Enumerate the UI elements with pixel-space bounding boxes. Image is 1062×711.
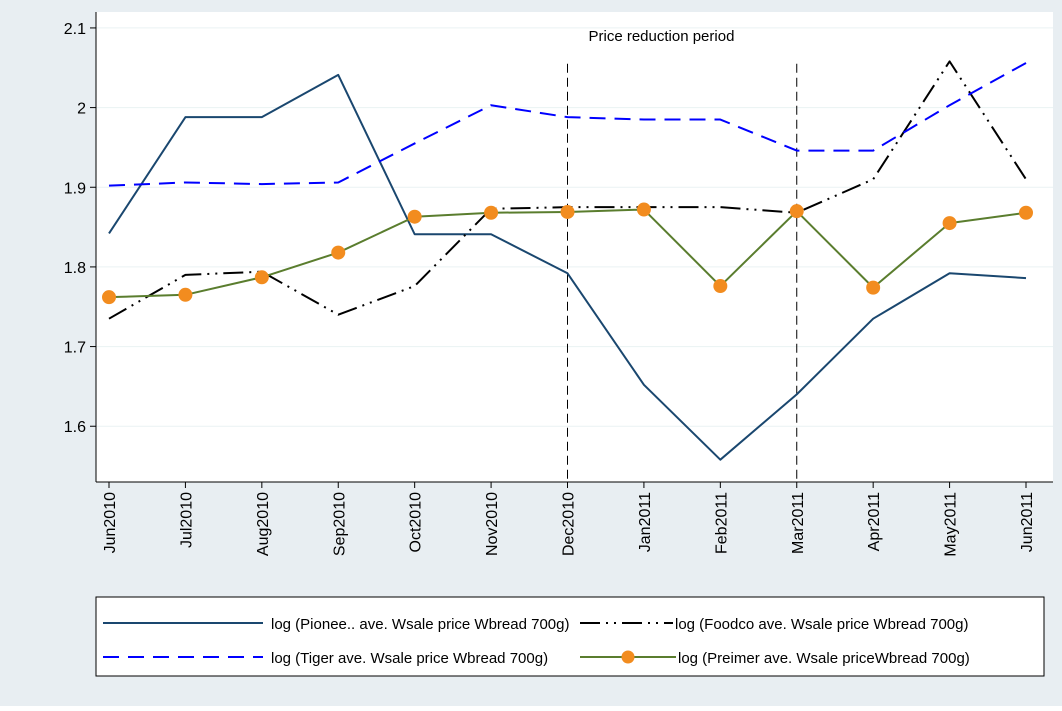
legend: log (Pionee.. ave. Wsale price Wbread 70… (95, 596, 1045, 677)
legend-marker (621, 650, 635, 664)
annotation-label: Price reduction period (589, 28, 735, 45)
data-point (866, 280, 881, 295)
series-markers (102, 202, 1033, 305)
legend-label: log (Pionee.. ave. Wsale price Wbread 70… (271, 616, 569, 633)
series-line-0 (108, 73, 1027, 461)
data-point (636, 202, 651, 217)
x-tick-label: Nov2010 (484, 492, 501, 556)
y-tick-label: 1.9 (64, 180, 86, 197)
data-point (1019, 205, 1033, 220)
legend-label: log (Tiger ave. Wsale price Wbread 700g) (271, 650, 548, 667)
x-tick-label: May2011 (943, 492, 960, 557)
legend-label: log (Preimer ave. Wsale priceWbread 700g… (678, 650, 970, 667)
series-line-2 (108, 62, 1027, 187)
data-point (254, 270, 269, 285)
y-tick-label: 1.7 (64, 340, 86, 357)
x-tick-label: Oct2010 (408, 492, 425, 553)
x-tick-label: Feb2011 (713, 492, 730, 554)
x-tick-label: Jan2011 (637, 492, 654, 552)
data-point (407, 209, 422, 224)
x-tick-label: Dec2010 (561, 492, 578, 556)
x-tick-label: Mar2011 (790, 492, 807, 554)
annotations: Price reduction period (589, 28, 735, 45)
data-point (789, 204, 804, 219)
data-point (713, 279, 728, 294)
data-point (178, 287, 193, 302)
x-tick-label: Aug2010 (255, 492, 272, 556)
x-tick-label: Jun2010 (102, 492, 119, 553)
y-tick-label: 1.8 (64, 260, 86, 277)
x-tick-label: Sep2010 (331, 492, 348, 556)
x-tick-label: Jul2010 (178, 492, 195, 548)
y-tick-label: 2.1 (64, 21, 86, 38)
data-point (942, 216, 957, 231)
x-tick-label: Jun2011 (1019, 492, 1036, 552)
data-point (331, 245, 346, 260)
legend-label: log (Foodco ave. Wsale price Wbread 700g… (675, 616, 968, 633)
data-point (484, 205, 499, 220)
data-point (560, 204, 575, 219)
y-tick-label: 2 (77, 101, 86, 118)
axes: 1.6 1.7 1.8 1.9 2 2.1 Jun2010 Jul2010 Aug2010 Sep… (64, 12, 1053, 557)
plot-area (96, 12, 1053, 482)
y-tick-label: 1.6 (64, 419, 86, 436)
gridlines (96, 27, 1053, 427)
legend-box (95, 596, 1045, 677)
data-point (102, 290, 116, 305)
x-tick-label: Apr2011 (866, 492, 883, 551)
